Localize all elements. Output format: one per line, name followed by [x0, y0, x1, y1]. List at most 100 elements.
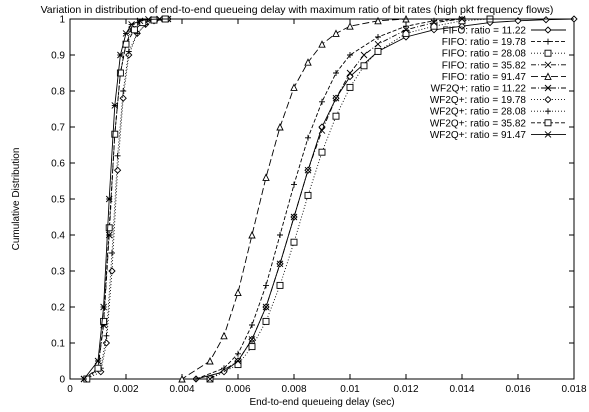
- x-tick-label: 0.016: [505, 384, 530, 395]
- legend-marker: [545, 38, 551, 45]
- data-point: [332, 112, 340, 120]
- x-tick-label: 0.008: [281, 384, 306, 395]
- x-axis-label: End-to-end queueing delay (sec): [249, 397, 394, 408]
- data-point: [105, 195, 113, 203]
- y-tick-label: 0.3: [51, 267, 65, 278]
- data-point: [120, 88, 127, 94]
- data-point: [262, 173, 270, 181]
- legend-marker: [544, 119, 552, 127]
- data-point: [332, 94, 340, 102]
- data-point: [178, 374, 186, 383]
- data-point: [206, 375, 214, 383]
- data-point: [374, 40, 382, 48]
- x-tick-label: 0.012: [393, 384, 418, 395]
- legend-label: WF2Q+: ratio = 35.82: [430, 118, 527, 129]
- data-point: [304, 58, 312, 66]
- data-point: [347, 52, 353, 58]
- x-tick-label: 0.018: [561, 384, 586, 395]
- data-point: [136, 17, 144, 25]
- data-point: [304, 166, 312, 174]
- x-tick-label: 0.006: [225, 384, 250, 395]
- data-point: [235, 350, 241, 357]
- data-point: [262, 303, 270, 311]
- data-point: [262, 317, 270, 325]
- data-point: [130, 26, 138, 34]
- legend-marker: [544, 26, 552, 34]
- legend-marker: [544, 84, 552, 92]
- data-point: [430, 19, 438, 26]
- x-tick-label: 0.002: [113, 384, 138, 395]
- legend-label: FIFO: ratio = 28.08: [442, 49, 527, 60]
- data-point: [100, 303, 107, 311]
- legend-label: WF2Q+: ratio = 91.47: [430, 130, 527, 141]
- data-point: [305, 134, 311, 141]
- data-point: [108, 267, 116, 275]
- data-point: [360, 51, 368, 59]
- data-point: [100, 317, 108, 325]
- data-point: [277, 232, 283, 238]
- legend-label: WF2Q+: ratio = 19.78: [430, 95, 527, 106]
- data-point: [113, 166, 122, 174]
- data-point: [360, 62, 368, 70]
- data-point: [248, 336, 256, 343]
- data-point: [403, 23, 409, 30]
- series-layer: [70, 14, 578, 383]
- data-point: [332, 29, 340, 37]
- data-point: [276, 260, 284, 268]
- series-line: [70, 18, 574, 380]
- legend-marker: [544, 49, 552, 57]
- data-point: [116, 69, 124, 77]
- y-tick-label: 0.9: [51, 51, 65, 62]
- data-point: [318, 40, 326, 48]
- data-point: [220, 331, 228, 340]
- data-point: [319, 98, 325, 105]
- data-point: [94, 357, 102, 365]
- y-tick-label: 0.5: [51, 195, 65, 206]
- data-point: [318, 127, 326, 134]
- data-point: [290, 213, 298, 221]
- data-point: [375, 34, 381, 40]
- y-tick-label: 0.2: [51, 303, 65, 314]
- data-point: [290, 83, 298, 91]
- data-point: [150, 16, 158, 24]
- legend-label: FIFO: ratio = 19.78: [442, 37, 527, 48]
- x-tick-label: 0.004: [169, 384, 194, 395]
- data-point: [111, 130, 119, 138]
- data-point: [374, 16, 382, 25]
- data-point: [128, 21, 135, 28]
- data-point: [105, 224, 113, 232]
- data-point: [103, 332, 110, 339]
- data-point: [458, 17, 466, 25]
- legend-label: FIFO: ratio = 91.47: [442, 72, 527, 83]
- x-tick-label: 0.01: [340, 384, 360, 395]
- legend-label: FIFO: ratio = 35.82: [442, 60, 527, 71]
- y-tick-label: 0: [59, 375, 65, 386]
- data-point: [346, 22, 354, 30]
- data-point: [221, 365, 227, 372]
- data-point: [290, 238, 298, 246]
- legend-marker: [544, 131, 552, 138]
- data-point: [156, 15, 163, 23]
- data-point: [80, 375, 88, 383]
- legend-label: WF2Q+: ratio = 11.22: [431, 84, 527, 95]
- data-point: [234, 288, 242, 297]
- y-tick-label: 0.7: [51, 123, 65, 134]
- series-line: [70, 18, 574, 380]
- legend-marker: [544, 95, 552, 104]
- data-point: [276, 281, 284, 289]
- data-point: [291, 181, 297, 188]
- data-point: [139, 19, 147, 27]
- data-point: [263, 282, 269, 289]
- data-point: [119, 94, 127, 102]
- y-axis-label: Cumulative Distribution: [11, 148, 22, 251]
- data-point: [111, 102, 119, 109]
- legend-label: FIFO: ratio = 11.22: [443, 26, 527, 37]
- y-tick-label: 0.6: [51, 159, 65, 170]
- data-point: [234, 357, 242, 365]
- y-tick-label: 0.8: [51, 87, 65, 98]
- data-point: [402, 26, 410, 34]
- series-line: [70, 18, 574, 380]
- data-point: [122, 30, 130, 37]
- data-point: [304, 191, 312, 199]
